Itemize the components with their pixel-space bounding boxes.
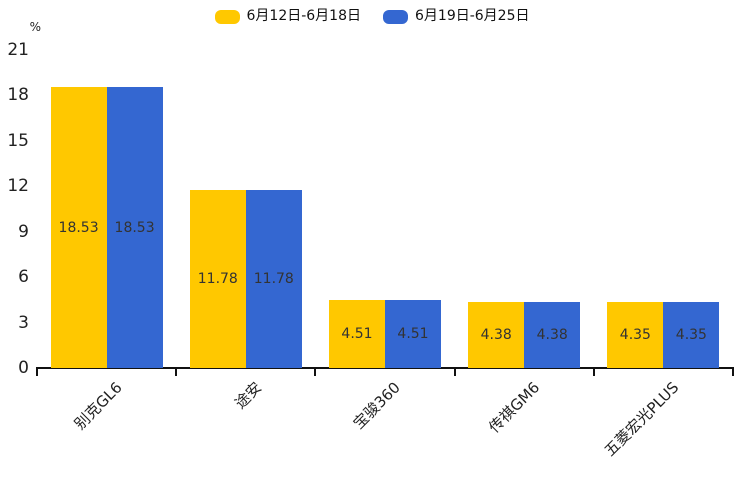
legend-label: 6月12日-6月18日: [246, 8, 362, 24]
y-axis-tick-label: 0: [18, 358, 29, 378]
bar: 4.38: [468, 301, 525, 368]
x-axis-tick: [175, 367, 178, 376]
x-axis-tick: [314, 367, 317, 376]
bar-value-label: 4.51: [341, 325, 373, 342]
legend: 6月12日-6月18日 6月19日-6月25日: [0, 8, 744, 25]
bar: 4.51: [385, 299, 441, 368]
bar-value-label: 4.35: [675, 327, 707, 344]
bar: 11.78: [189, 189, 246, 368]
bar: 4.35: [607, 302, 664, 368]
x-axis-tick: [732, 367, 734, 376]
bar: 18.53: [50, 87, 107, 368]
bar-value-label: 4.51: [397, 325, 429, 342]
bar-value-label: 4.35: [619, 327, 651, 344]
y-axis-tick-label: 6: [18, 267, 29, 288]
y-axis-tick-label: 12: [7, 176, 29, 197]
bar: 4.38: [524, 301, 581, 368]
y-axis-tick-label: 18: [7, 85, 29, 106]
x-axis-line: [37, 367, 733, 369]
y-axis-tick-label: 3: [18, 312, 29, 333]
x-axis-category-label: 别克GL6: [70, 378, 126, 434]
y-axis-tick-label: 21: [7, 40, 29, 60]
legend-item[interactable]: 6月19日-6月25日: [383, 8, 530, 25]
x-axis-category-label: 五菱宏光PLUS: [601, 378, 683, 460]
bar-value-label: 4.38: [536, 326, 568, 343]
x-axis-category-label: 传祺GM6: [485, 378, 544, 437]
legend-swatch: [383, 9, 408, 24]
legend-item[interactable]: 6月12日-6月18日: [214, 8, 362, 25]
bar: 18.53: [106, 87, 163, 368]
y-axis-tick-label: 15: [7, 130, 29, 151]
legend-label: 6月19日-6月25日: [415, 8, 530, 24]
bar: 4.35: [663, 302, 720, 368]
bar-value-label: 4.38: [480, 326, 512, 343]
x-axis-tick: [592, 367, 595, 376]
x-axis-tick: [453, 367, 456, 376]
bar: 11.78: [245, 189, 302, 368]
legend-swatch: [214, 9, 240, 24]
bar-value-label: 11.78: [197, 270, 238, 287]
bar: 4.51: [329, 299, 385, 368]
y-axis-unit-label: %: [29, 20, 41, 34]
x-axis-tick: [36, 367, 38, 376]
x-axis-category-label: 宝骏360: [349, 378, 405, 433]
bar-value-label: 18.53: [114, 219, 155, 236]
bar-value-label: 11.78: [253, 270, 294, 287]
y-axis-tick-label: 9: [18, 221, 29, 242]
x-axis-category-label: 途安: [231, 378, 265, 413]
bar-value-label: 18.53: [58, 219, 99, 236]
